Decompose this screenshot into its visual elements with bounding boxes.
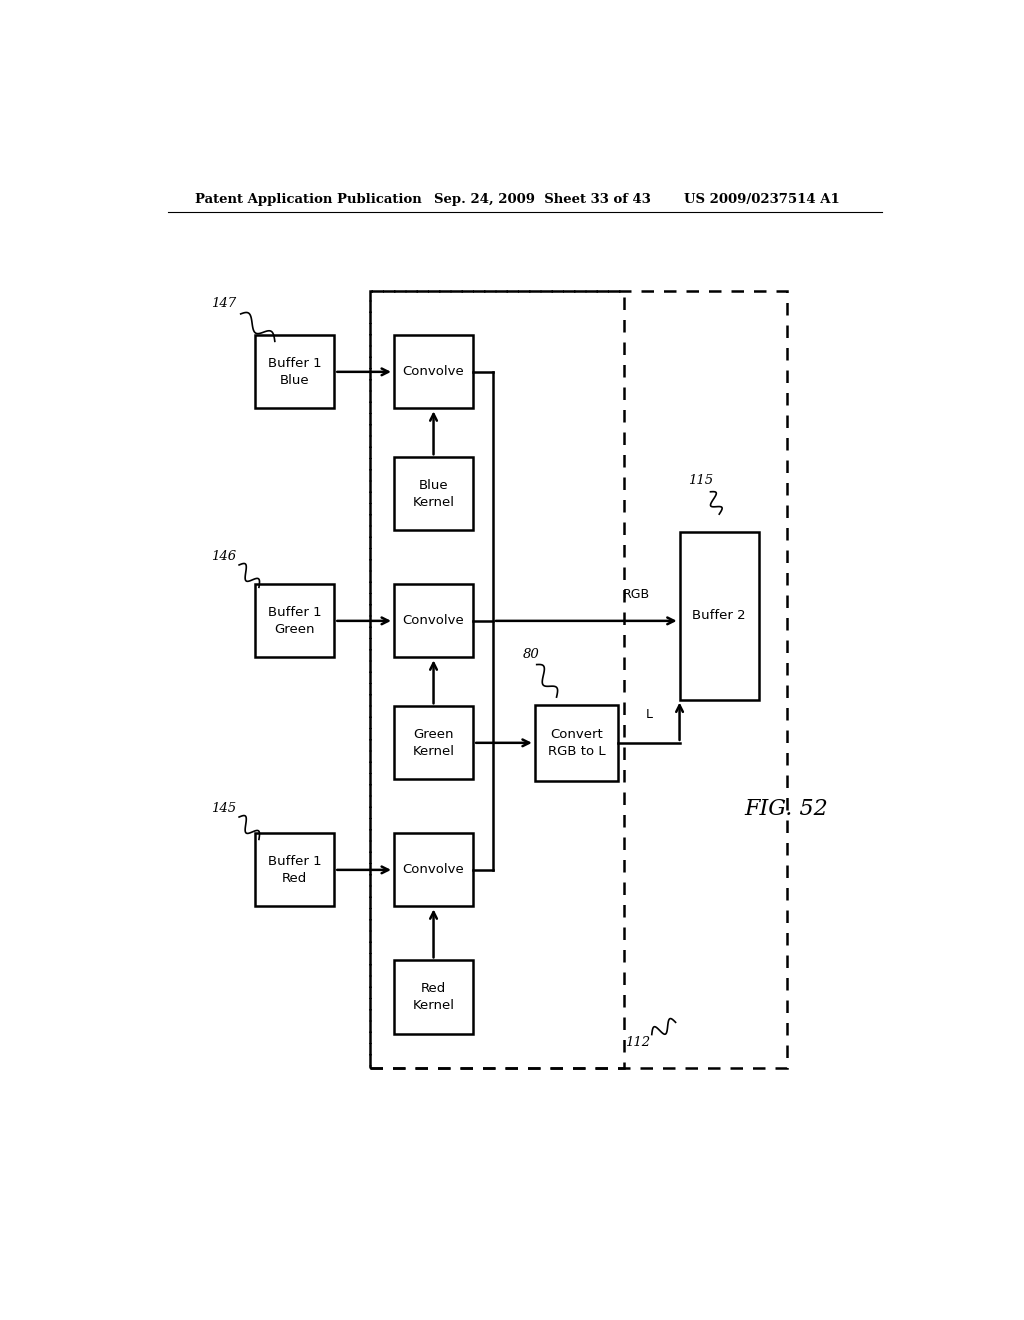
Bar — [370, 290, 624, 1068]
Text: 147: 147 — [211, 297, 236, 310]
Text: Red
Kernel: Red Kernel — [413, 982, 455, 1012]
Text: FIG. 52: FIG. 52 — [744, 797, 828, 820]
Text: Convolve: Convolve — [402, 863, 465, 876]
Text: 146: 146 — [211, 550, 236, 564]
Text: US 2009/0237514 A1: US 2009/0237514 A1 — [684, 193, 840, 206]
Bar — [394, 335, 473, 408]
Text: Buffer 1
Red: Buffer 1 Red — [268, 855, 322, 884]
Text: Patent Application Publication: Patent Application Publication — [196, 193, 422, 206]
Text: Sep. 24, 2009  Sheet 33 of 43: Sep. 24, 2009 Sheet 33 of 43 — [433, 193, 650, 206]
Bar — [680, 532, 759, 700]
Bar — [394, 585, 473, 657]
Text: Green
Kernel: Green Kernel — [413, 727, 455, 758]
Text: Convolve: Convolve — [402, 614, 465, 627]
Text: Convolve: Convolve — [402, 366, 465, 379]
Bar — [255, 335, 334, 408]
Bar — [535, 705, 618, 781]
Text: 112: 112 — [625, 1036, 650, 1049]
Bar — [394, 457, 473, 531]
Bar — [255, 585, 334, 657]
Bar — [255, 833, 334, 907]
Text: 80: 80 — [523, 648, 540, 661]
Bar — [394, 833, 473, 907]
Text: Convert
RGB to L: Convert RGB to L — [548, 727, 605, 758]
Bar — [394, 706, 473, 779]
Bar — [394, 961, 473, 1034]
Text: Blue
Kernel: Blue Kernel — [413, 479, 455, 508]
Text: RGB: RGB — [624, 587, 650, 601]
Text: 115: 115 — [688, 474, 714, 487]
Text: 145: 145 — [211, 803, 236, 816]
Text: Buffer 2: Buffer 2 — [692, 610, 746, 622]
Text: Buffer 1
Green: Buffer 1 Green — [268, 606, 322, 636]
Text: L: L — [646, 708, 653, 721]
Text: Buffer 1
Blue: Buffer 1 Blue — [268, 356, 322, 387]
Bar — [370, 290, 786, 1068]
